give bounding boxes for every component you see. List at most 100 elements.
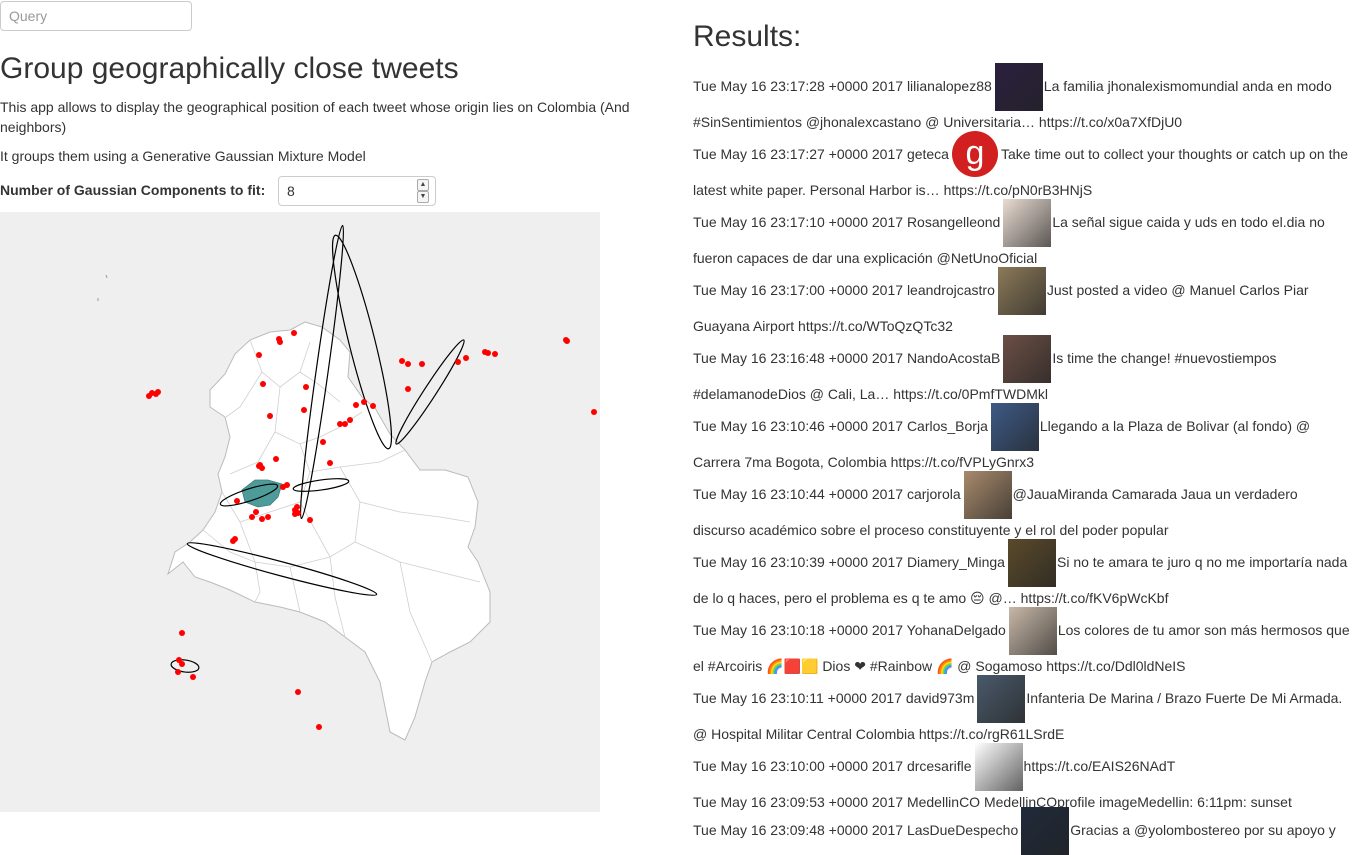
gaussian-ellipse (299, 224, 345, 520)
tweet-point (267, 413, 273, 419)
tweet-row: Tue May 16 23:10:18 +0000 2017 YohanaDel… (693, 607, 1353, 684)
tweet-point (405, 361, 411, 367)
gaussian-ellipse (395, 339, 465, 445)
tweet-text: @JauaMiranda Camarada Jaua un verdadero … (693, 486, 1298, 538)
tweet-text: Los colores de tu amor son más hermosos … (693, 622, 1350, 674)
tweet-point (260, 381, 266, 387)
avatar: g (951, 131, 1000, 179)
tweet-user: Rosangelleond (906, 214, 1001, 230)
tweet-point (463, 355, 469, 361)
tweet-time: Tue May 16 23:17:00 +0000 2017 (693, 282, 907, 298)
tweet-row: Tue May 16 23:16:48 +0000 2017 NandoAcos… (693, 335, 1353, 412)
tweet-user: NandoAcostaB (906, 350, 1001, 366)
tweet-point (256, 463, 262, 469)
tweet-time: Tue May 16 23:10:39 +0000 2017 (693, 554, 907, 570)
tweet-point (327, 460, 333, 466)
components-input[interactable] (285, 181, 405, 201)
tweet-text: Gracias a @yolombostereo por su apoyo y (1070, 822, 1336, 838)
page-title: Group geographically close tweets (0, 52, 459, 85)
tweet-point (295, 689, 301, 695)
gaussian-ellipse (292, 478, 350, 492)
tweet-time: Tue May 16 23:17:28 +0000 2017 (693, 78, 907, 94)
tweet-row: Tue May 16 23:10:11 +0000 2017 david973m… (693, 675, 1353, 752)
tweet-row: Tue May 16 23:10:44 +0000 2017 carjorola… (693, 471, 1353, 548)
tweet-time: Tue May 16 23:16:48 +0000 2017 (693, 350, 907, 366)
tweet-point (292, 511, 298, 517)
tweet-row: Tue May 16 23:10:00 +0000 2017 drcesarif… (693, 743, 1353, 792)
tweet-point (259, 516, 265, 522)
tweet-point (146, 393, 152, 399)
tweet-point (370, 403, 376, 409)
map-panel[interactable] (0, 212, 600, 812)
components-label: Number of Gaussian Components to fit: (0, 182, 266, 198)
gaussian-ellipse (331, 234, 393, 450)
tweet-user: drcesarifle (906, 758, 972, 774)
tweet-point (273, 456, 279, 462)
tweet-row: Tue May 16 23:17:28 +0000 2017 lilianalo… (693, 63, 1353, 140)
map-plot[interactable] (0, 212, 600, 812)
tweet-point (564, 338, 570, 344)
components-input-box: ▲ ▼ (278, 176, 436, 206)
avatar (1008, 607, 1057, 656)
tweet-user: YohanaDelgado (906, 622, 1006, 638)
avatar (977, 675, 1026, 724)
tweet-point (361, 399, 367, 405)
tweet-point (179, 630, 185, 636)
spin-down-icon[interactable]: ▼ (417, 191, 429, 203)
avatar (1007, 539, 1056, 588)
tweet-points (146, 330, 597, 730)
tweet-text: Take time out to collect your thoughts o… (693, 146, 1349, 198)
tweet-point (303, 384, 309, 390)
tweet-row: Tue May 16 23:17:27 +0000 2017 geteca g Ta… (693, 131, 1353, 208)
tweet-point (265, 514, 271, 520)
tweet-point (291, 330, 297, 336)
tweet-point (294, 504, 300, 510)
tweet-point (485, 350, 491, 356)
tweet-text: La familia jhonalexismomundial anda en m… (693, 78, 1332, 130)
tweet-point (455, 359, 461, 365)
tweet-user: david973m (905, 690, 975, 706)
tweet-time: Tue May 16 23:09:53 +0000 2017 (693, 794, 907, 810)
tweet-time: Tue May 16 23:17:10 +0000 2017 (693, 214, 907, 230)
tweet-point (155, 389, 161, 395)
tweet-point (316, 724, 322, 730)
tweet-text: Si no te amara te juro q no me importarí… (693, 554, 1348, 606)
avatar (997, 267, 1046, 316)
tweet-text: MedellinCOprofile imageMedellin: 6:11pm:… (983, 794, 1292, 810)
spin-up-icon[interactable]: ▲ (417, 179, 429, 191)
tweet-text: https://t.co/EAIS26NAdT (1023, 758, 1176, 774)
tweet-point (353, 402, 359, 408)
tweet-point (399, 358, 405, 364)
tweet-point (320, 439, 326, 445)
tweet-row: Tue May 16 23:10:39 +0000 2017 Diamery_M… (693, 539, 1353, 616)
avatar (974, 743, 1023, 792)
tweet-point (419, 361, 425, 367)
tweet-time: Tue May 16 23:09:48 +0000 2017 (693, 822, 907, 838)
gaussian-ellipse (186, 542, 378, 596)
gaussian-ellipses (170, 224, 465, 673)
avatar (1003, 199, 1052, 248)
tweet-point (249, 514, 255, 520)
department-borders (202, 339, 481, 663)
avatar-letter: g (951, 131, 998, 178)
components-spinner: ▲ ▼ (417, 179, 429, 203)
tweet-point (253, 509, 259, 515)
tweet-time: Tue May 16 23:10:44 +0000 2017 (693, 486, 907, 502)
query-input[interactable] (0, 1, 192, 31)
tweet-point (256, 352, 262, 358)
tweet-time: Tue May 16 23:10:18 +0000 2017 (693, 622, 907, 638)
tweet-user: leandrojcastro (906, 282, 995, 298)
tweet-point (492, 351, 498, 357)
gaussian-ellipse (170, 659, 200, 673)
tweet-user: geteca (906, 146, 949, 162)
avatar (963, 471, 1012, 520)
tweet-point (405, 386, 411, 392)
tweet-user: lilianalopez88 (906, 78, 992, 94)
tweet-text: La señal sigue caida y uds en todo el.di… (693, 214, 1325, 266)
tweet-text: Just posted a video @ Manuel Carlos Piar… (693, 282, 1309, 334)
tweet-point (232, 536, 238, 542)
tweet-point (337, 421, 343, 427)
gaussian-ellipse (219, 483, 279, 507)
tweet-point (591, 409, 597, 415)
tweet-point (347, 417, 353, 423)
